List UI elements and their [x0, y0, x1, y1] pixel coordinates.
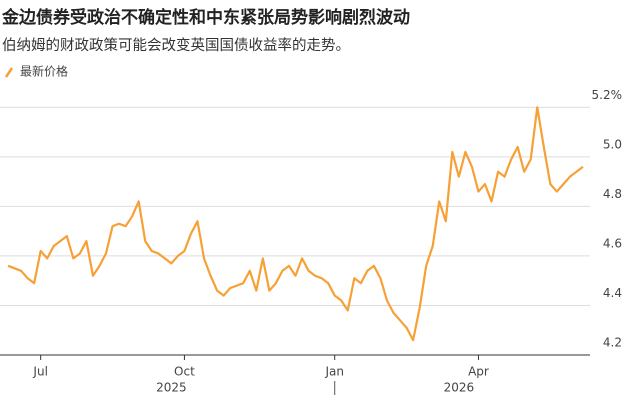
x-tick-label: Oct: [174, 365, 195, 379]
y-tick-label: 4.8: [603, 187, 622, 201]
x-tick-label: Jan: [324, 365, 344, 379]
year-label: 2026: [444, 381, 475, 395]
y-tick-label: 5.0: [603, 137, 622, 151]
y-tick-label: 4.2: [603, 336, 622, 350]
y-tick-label: 4.4: [603, 286, 622, 300]
legend-label: 最新价格: [20, 64, 68, 79]
series-line: [7, 106, 584, 342]
x-tick-label: Jul: [32, 365, 47, 379]
year-label: 2025: [156, 381, 187, 395]
y-tick-label: 5.2%: [592, 88, 623, 102]
y-tick-label: 4.6: [603, 236, 622, 250]
legend-swatch: [4, 67, 14, 78]
chart-title: 金边债券受政治不确定性和中东紧张局势影响剧烈波动: [1, 7, 410, 28]
chart-subtitle: 伯纳姆的财政政策可能会改变英国国债收益率的走势。: [2, 36, 350, 54]
x-tick-label: Apr: [468, 365, 489, 379]
